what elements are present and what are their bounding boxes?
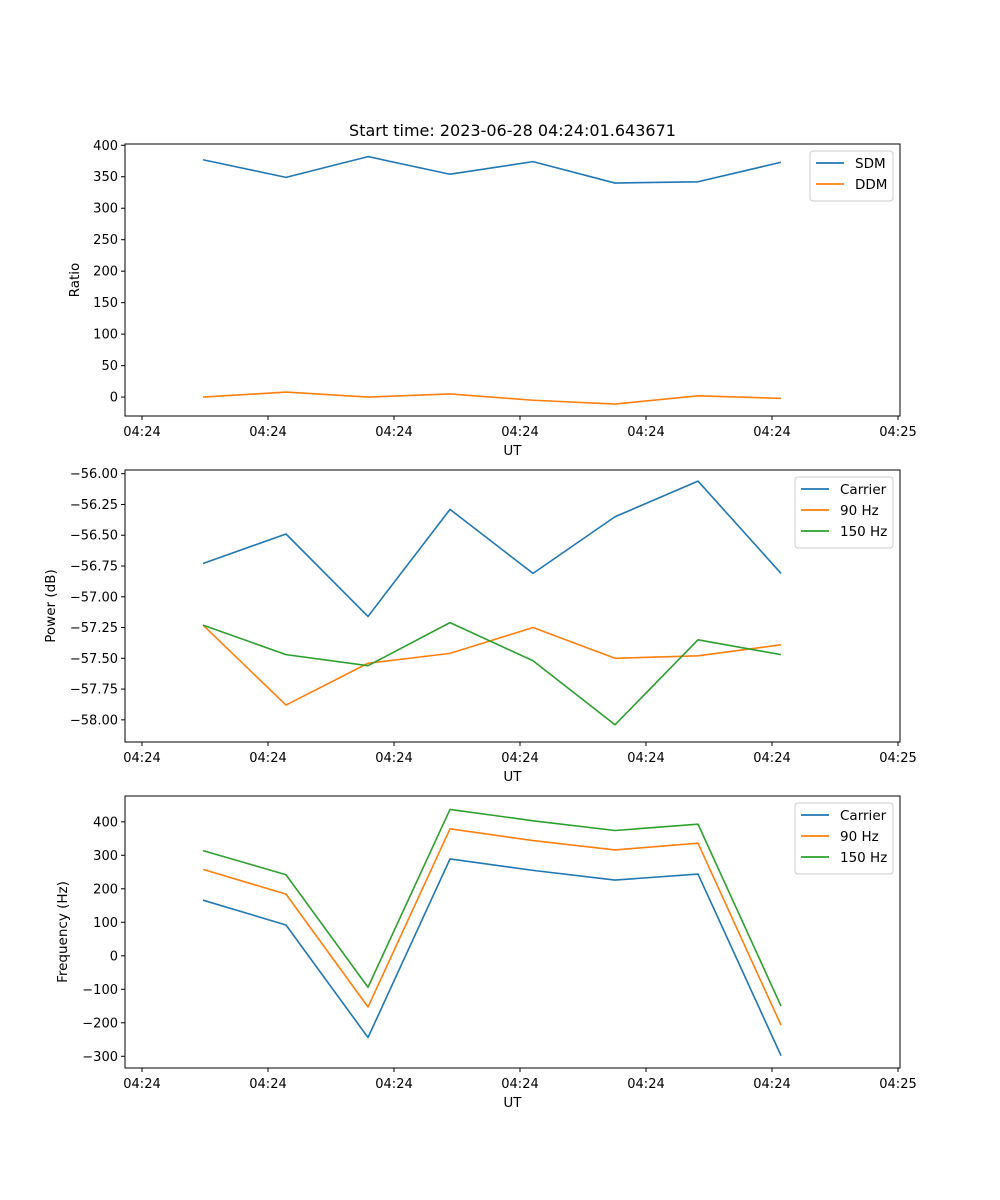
x-tick-label: 04:24 (753, 1077, 790, 1092)
legend-label: Carrier (840, 808, 887, 824)
series-line-90-hz (202, 624, 782, 706)
y-tick-label: 300 (93, 849, 118, 864)
x-axis-label: UT (503, 769, 522, 785)
x-tick-label: 04:24 (249, 1077, 286, 1092)
x-tick-label: 04:24 (123, 425, 160, 440)
y-tick-label: −100 (82, 983, 118, 998)
x-tick-label: 04:24 (375, 1077, 412, 1092)
series-line-carrier (202, 858, 782, 1056)
legend-label: SDM (855, 156, 886, 172)
x-tick-label: 04:24 (123, 751, 160, 766)
legend-label: DDM (855, 177, 887, 193)
series-line-90-hz (202, 828, 782, 1026)
x-tick-label: 04:24 (501, 425, 538, 440)
legend-label: Carrier (840, 482, 887, 498)
legend-label: 150 Hz (840, 850, 887, 866)
y-tick-label: −57.75 (70, 683, 118, 698)
x-tick-label: 04:24 (375, 425, 412, 440)
y-tick-label: 350 (93, 170, 118, 185)
y-tick-label: −57.00 (70, 590, 118, 605)
y-tick-label: −58.00 (70, 713, 118, 728)
y-axis-label: Power (dB) (43, 569, 59, 642)
legend-label: 150 Hz (840, 524, 887, 540)
y-tick-label: −200 (82, 1016, 118, 1031)
x-tick-label: 04:24 (375, 751, 412, 766)
y-tick-label: 50 (101, 359, 118, 374)
y-tick-label: 200 (93, 882, 118, 897)
y-tick-label: −300 (82, 1050, 118, 1065)
series-line-150-hz (202, 621, 782, 726)
y-tick-label: −57.50 (70, 652, 118, 667)
legend-label: 90 Hz (840, 829, 879, 845)
y-tick-label: 150 (93, 296, 118, 311)
y-tick-label: −57.25 (70, 621, 118, 636)
series-line-carrier (202, 480, 782, 618)
y-tick-label: 300 (93, 202, 118, 217)
plot-frame (124, 143, 901, 417)
series-line-sdm (202, 155, 782, 184)
chart-panels: 0 50 100 150 200 250 300 350 400 04:24 04:24 04:24 0… (43, 139, 917, 1111)
series-line-150-hz (202, 808, 782, 1007)
y-tick-label: −56.25 (70, 498, 118, 513)
x-tick-label: 04:24 (501, 751, 538, 766)
x-tick-label: 04:24 (627, 751, 664, 766)
x-tick-label: 04:24 (249, 751, 286, 766)
y-tick-label: 100 (93, 328, 118, 343)
x-tick-label: 04:25 (879, 1077, 916, 1092)
x-tick-label: 04:25 (879, 751, 916, 766)
x-axis-label: UT (503, 1095, 522, 1111)
x-tick-label: 04:24 (753, 751, 790, 766)
chart-panel-3: −300 −200 −100 0 100 200 300 400 04:24 04:24 04:24… (55, 795, 917, 1111)
y-tick-label: −56.75 (70, 560, 118, 575)
x-tick-label: 04:24 (753, 425, 790, 440)
x-tick-label: 04:25 (879, 425, 916, 440)
x-tick-label: 04:24 (249, 425, 286, 440)
legend: Carrier 90 Hz 150 Hz (794, 476, 894, 549)
x-tick-label: 04:24 (123, 1077, 160, 1092)
y-tick-label: 100 (93, 916, 118, 931)
y-tick-label: 400 (93, 815, 118, 830)
legend: Carrier 90 Hz 150 Hz (794, 802, 894, 875)
chart-panel-1: 0 50 100 150 200 250 300 350 400 04:24 04:24 04:24 0… (67, 139, 917, 459)
plot-frame (124, 469, 901, 743)
x-tick-label: 04:24 (627, 425, 664, 440)
x-tick-label: 04:24 (501, 1077, 538, 1092)
y-axis-label: Frequency (Hz) (55, 881, 71, 983)
y-tick-label: 0 (110, 949, 118, 964)
y-tick-label: −56.00 (70, 467, 118, 482)
legend: SDM DDM (809, 150, 894, 202)
legend-label: 90 Hz (840, 503, 879, 519)
series-line-ddm (202, 391, 782, 405)
y-tick-label: 400 (93, 139, 118, 154)
plot-frame (124, 795, 901, 1069)
y-tick-label: −56.50 (70, 529, 118, 544)
y-tick-label: 250 (93, 233, 118, 248)
y-tick-label: 0 (110, 391, 118, 406)
chart-title: Start time: 2023-06-28 04:24:01.643671 (349, 121, 676, 140)
y-axis-label: Ratio (67, 263, 83, 298)
x-tick-label: 04:24 (627, 1077, 664, 1092)
chart-panel-2: −58.00 −57.75 −57.50 −57.25 −57.00 −56.75 −56.… (43, 467, 917, 785)
y-tick-label: 200 (93, 265, 118, 280)
x-axis-label: UT (503, 443, 522, 459)
